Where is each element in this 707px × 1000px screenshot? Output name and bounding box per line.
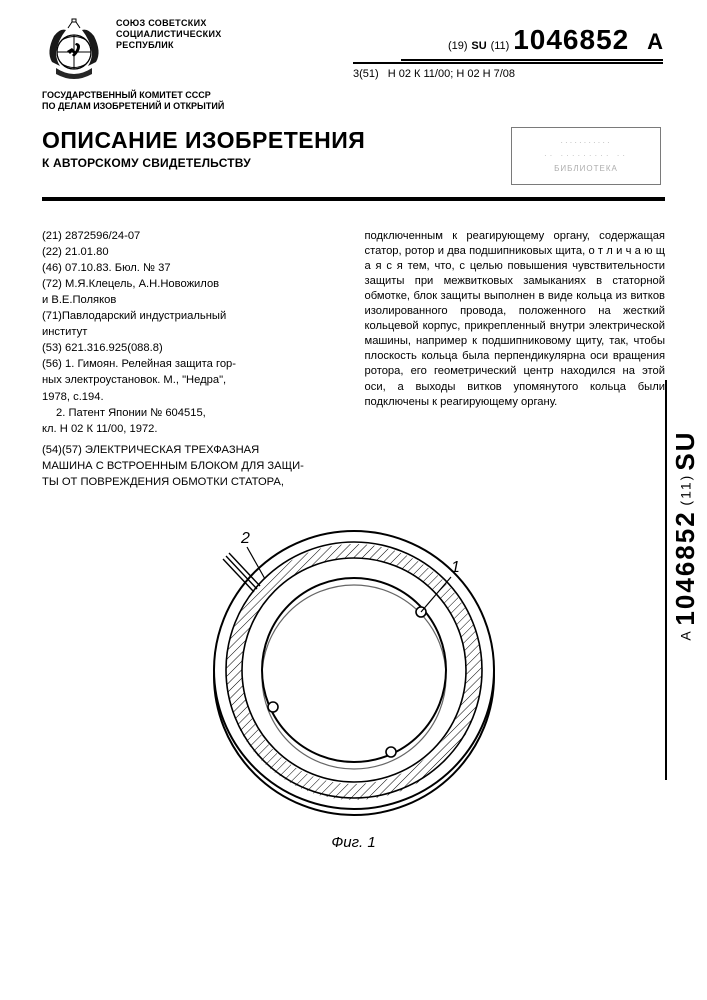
library-stamp: ··········· ·· ········· ·· БИБЛИОТЕКА <box>511 127 661 185</box>
side-suffix: A <box>678 629 694 640</box>
abstract-text: подключенным к реагирующему органу, соде… <box>365 229 666 410</box>
biblio-5457b: МАШИНА С ВСТРОЕННЫМ БЛОКОМ ДЛЯ ЗАЩИ- <box>42 459 343 474</box>
union-line-2: СОЦИАЛИСТИЧЕСКИХ <box>116 29 222 40</box>
left-column: (21) 2872596/24-07 (22) 21.01.80 (46) 07… <box>42 229 343 492</box>
biblio-5457c: ТЫ ОТ ПОВРЕЖДЕНИЯ ОБМОТКИ СТАТОРА, <box>42 475 343 490</box>
callout-1: 1 <box>451 559 460 576</box>
title-main: ОПИСАНИЕ ИЗОБРЕТЕНИЯ <box>42 127 365 154</box>
biblio-46: (46) 07.10.83. Бюл. № 37 <box>42 261 343 276</box>
committee-l2: ПО ДЕЛАМ ИЗОБРЕТЕНИЙ И ОТКРЫТИЙ <box>42 101 665 112</box>
publication-number: (19) SU (11) 1046852 A <box>401 24 663 61</box>
biblio-22: (22) 21.01.80 <box>42 245 343 260</box>
biblio-72b: и В.Е.Поляков <box>42 293 343 308</box>
pub-prefix: (19) <box>448 40 468 52</box>
biblio-53: (53) 621.316.925(088.8) <box>42 341 343 356</box>
pub-mid: (11) <box>491 40 510 52</box>
side-rule <box>665 380 667 780</box>
figure-label: Фиг. 1 <box>199 834 509 851</box>
union-line-3: РЕСПУБЛИК <box>116 40 222 51</box>
biblio-71a: (71)Павлодарский индустриальный <box>42 309 343 324</box>
cls-value: Н 02 К 11/00; Н 02 Н 7/08 <box>388 68 515 80</box>
biblio-71b: институт <box>42 325 343 340</box>
title-sub: К АВТОРСКОМУ СВИДЕТЕЛЬСТВУ <box>42 156 365 170</box>
state-emblem <box>42 18 106 82</box>
figure-1: 1 2 <box>199 517 509 827</box>
cls-prefix: 3(51) <box>353 68 379 80</box>
biblio-56a: (56) 1. Гимоян. Релейная защита гор- <box>42 357 343 372</box>
biblio-72a: (72) М.Я.Клецель, А.Н.Новожилов <box>42 277 343 292</box>
classification-line: 3(51) Н 02 К 11/00; Н 02 Н 7/08 <box>353 62 663 80</box>
committee-block: ГОСУДАРСТВЕННЫЙ КОМИТЕТ СССР ПО ДЕЛАМ ИЗ… <box>42 90 665 113</box>
callout-2: 2 <box>240 530 250 547</box>
stamp-l1: ··········· <box>560 138 611 147</box>
side-publication-label: A 1046852 (11) SU <box>670 430 701 641</box>
stamp-l2: ·· ········· ·· <box>544 151 628 160</box>
biblio-56b: ных электроустановок. М., "Недра", <box>42 373 343 388</box>
biblio-21: (21) 2872596/24-07 <box>42 229 343 244</box>
divider-rule <box>42 197 665 201</box>
stamp-l3: БИБЛИОТЕКА <box>554 164 618 173</box>
side-su: SU <box>670 430 701 470</box>
pub-number-value: 1046852 <box>513 24 629 55</box>
biblio-56c: 1978, с.194. <box>42 390 343 405</box>
side-mid: (11) <box>678 474 694 506</box>
committee-l1: ГОСУДАРСТВЕННЫЙ КОМИТЕТ СССР <box>42 90 665 101</box>
biblio-56e: кл. Н 02 К 11/00, 1972. <box>42 422 343 437</box>
pub-suffix: A <box>647 29 663 54</box>
union-line-1: СОЮЗ СОВЕТСКИХ <box>116 18 222 29</box>
side-number: 1046852 <box>670 510 701 625</box>
right-column: подключенным к реагирующему органу, соде… <box>365 229 666 492</box>
biblio-56d: 2. Патент Японии № 604515, <box>42 406 343 421</box>
biblio-5457a: (54)(57) ЭЛЕКТРИЧЕСКАЯ ТРЕХФАЗНАЯ <box>42 443 343 458</box>
pub-su: SU <box>471 40 486 52</box>
